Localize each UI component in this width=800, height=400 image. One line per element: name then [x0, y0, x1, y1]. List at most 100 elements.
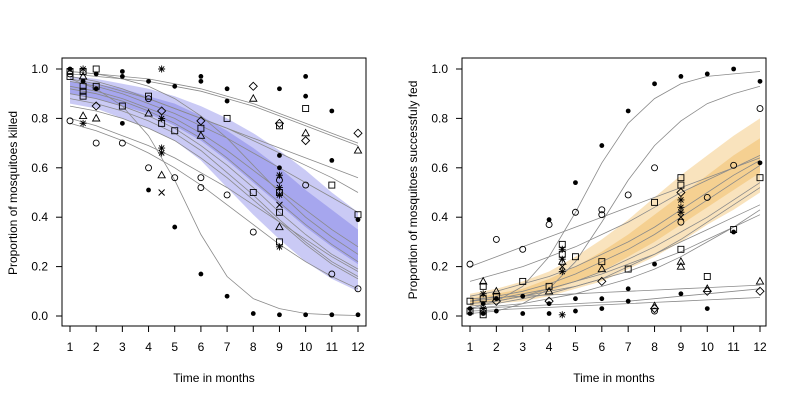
- data-point: [480, 311, 486, 316]
- data-point: [79, 92, 87, 100]
- data-point: [224, 98, 230, 104]
- y-tick-label: 1.0: [431, 62, 448, 76]
- data-point: [119, 69, 125, 74]
- data-point: [224, 293, 230, 299]
- data-point: [158, 114, 166, 122]
- data-point: [277, 86, 282, 92]
- data-point: [66, 72, 74, 80]
- data-point: [223, 191, 231, 199]
- data-point: [479, 311, 487, 319]
- data-point: [652, 261, 657, 267]
- data-point: [93, 86, 99, 92]
- data-point: [599, 306, 605, 311]
- data-point: [158, 149, 166, 157]
- data-point: [158, 144, 166, 152]
- data-point: [300, 135, 311, 146]
- data-point: [467, 311, 473, 316]
- data-point: [329, 157, 335, 163]
- data-point: [303, 74, 309, 79]
- data-point: [329, 108, 335, 114]
- data-point: [678, 291, 684, 297]
- x-axis-label: Time in months: [573, 371, 655, 385]
- data-point: [353, 128, 363, 138]
- series-line: [469, 214, 761, 304]
- data-point: [80, 78, 86, 84]
- y-tick-label: 0.6: [431, 161, 448, 175]
- data-point: [491, 296, 502, 306]
- x-tick-label: 1: [67, 340, 74, 354]
- series-line: [69, 88, 359, 263]
- data-point: [145, 95, 152, 103]
- data-point: [277, 312, 282, 318]
- x-tick-label: 9: [276, 340, 283, 354]
- x-tick-label: 7: [625, 340, 632, 354]
- series-line: [469, 71, 761, 309]
- x-axis-label: Time in months: [173, 371, 255, 385]
- data-point: [274, 118, 285, 128]
- series-line: [69, 105, 359, 280]
- data-point: [480, 301, 486, 307]
- data-point: [119, 74, 125, 79]
- data-point: [466, 260, 474, 268]
- data-point: [755, 276, 765, 285]
- data-point: [301, 128, 311, 137]
- data-point: [79, 119, 87, 127]
- data-point: [223, 114, 231, 122]
- data-point: [145, 164, 152, 172]
- series-line: [69, 122, 359, 290]
- data-point: [353, 145, 363, 154]
- data-point: [704, 306, 710, 311]
- series-line: [69, 71, 359, 144]
- data-point: [520, 293, 526, 299]
- x-tick-label: 6: [598, 340, 605, 354]
- data-point: [196, 130, 206, 139]
- data-point: [303, 93, 309, 99]
- series-line: [469, 187, 761, 307]
- data-points: [466, 66, 765, 319]
- data-point: [224, 86, 230, 92]
- y-tick-label: 0.2: [431, 260, 448, 274]
- data-point: [702, 286, 712, 296]
- data-point: [677, 208, 685, 216]
- data-point: [276, 122, 283, 130]
- data-point: [625, 286, 631, 292]
- y-tick-label: 0.0: [431, 309, 448, 323]
- y-tick-label: 0.8: [431, 111, 448, 125]
- x-tick-label: 8: [250, 340, 257, 354]
- data-point: [519, 245, 527, 253]
- x-tick-label: 2: [93, 340, 100, 354]
- x-tick-label: 10: [299, 340, 313, 354]
- data-point: [731, 229, 737, 235]
- y-axis-label: Proportion of mosquitoes killed: [6, 111, 20, 275]
- series-line: [69, 81, 359, 213]
- data-point: [198, 74, 204, 79]
- data-point: [545, 282, 553, 290]
- data-point: [328, 181, 336, 189]
- series-line: [69, 118, 359, 272]
- series-line: [469, 164, 761, 302]
- data-point: [757, 160, 763, 166]
- data-point: [248, 81, 258, 91]
- data-point: [677, 203, 685, 211]
- data-points: [66, 65, 363, 318]
- x-tick-label: 5: [572, 340, 579, 354]
- data-point: [275, 222, 284, 231]
- data-point: [158, 189, 165, 196]
- data-point: [545, 221, 553, 229]
- data-point: [598, 211, 606, 219]
- data-point: [558, 245, 566, 253]
- x-tick-label: 7: [224, 340, 231, 354]
- data-point: [276, 208, 283, 216]
- y-tick-label: 0.6: [31, 161, 48, 175]
- data-point: [479, 282, 487, 290]
- data-point: [625, 108, 631, 114]
- data-point: [677, 213, 685, 221]
- series-line: [469, 160, 761, 297]
- data-point: [92, 139, 100, 147]
- data-point: [573, 180, 578, 186]
- data-point: [197, 184, 205, 192]
- series-line: [469, 209, 761, 309]
- data-point: [275, 243, 283, 251]
- series-line: [469, 157, 761, 267]
- x-tick-label: 4: [546, 340, 553, 354]
